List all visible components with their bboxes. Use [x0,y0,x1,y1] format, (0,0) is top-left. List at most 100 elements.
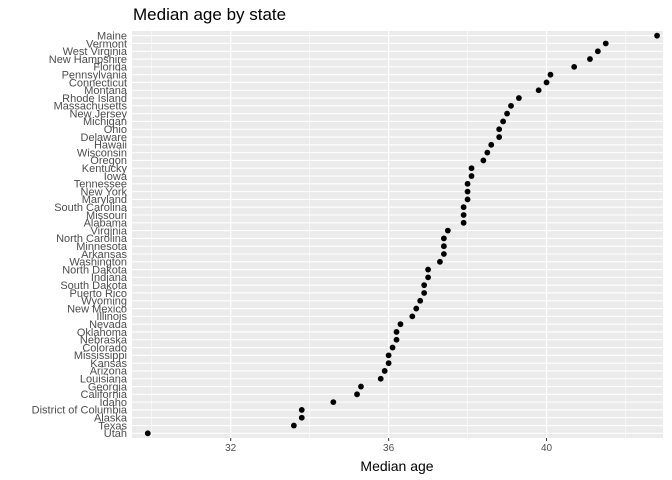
y-tick-label: Nebraska [80,335,128,347]
y-tick-label: Missouri [86,210,127,222]
data-point [515,95,522,101]
y-tick-label: New York [81,186,128,198]
y-tick-label: Kansas [90,358,127,370]
data-point [397,321,404,328]
y-tick-label: New Mexico [67,303,127,315]
data-point [460,204,467,211]
data-point [488,141,495,148]
y-tick-label: Tennessee [74,179,127,191]
y-tick-label: Arizona [90,366,128,378]
data-point [354,391,360,398]
data-point [421,282,428,289]
data-point [417,297,424,304]
data-point [440,243,447,250]
data-point [425,274,431,281]
data-point [444,227,451,234]
data-point [385,352,392,359]
y-tick-label: Wyoming [81,296,127,308]
y-tick-label: North Carolina [56,233,128,245]
data-point [464,188,471,195]
y-tick-label: District of Columbia [32,405,128,417]
data-point [298,407,305,413]
data-point [496,126,503,133]
y-tick-label: New Hampshire [49,54,127,66]
data-point [571,63,578,70]
data-point [437,258,443,265]
y-tick-label: Arkansas [81,249,127,261]
data-point [425,266,431,273]
y-tick-label: Massachusetts [54,101,128,113]
x-tick-label: 32 [225,443,237,454]
y-tick-label: Montana [84,85,128,97]
data-point [440,235,447,242]
y-tick-label: Louisiana [80,374,128,386]
y-tick-label: Illinois [96,311,127,323]
data-point [385,360,392,367]
data-point [413,305,420,312]
data-point [468,165,475,172]
data-point [393,329,400,335]
y-tick-label: Alaska [94,413,128,425]
data-point [504,110,510,117]
data-point [535,87,542,94]
data-point [543,79,550,86]
y-tick-label: Maine [97,30,127,42]
data-point [144,430,151,437]
y-tick-label: Kentucky [82,163,128,175]
data-point [389,344,396,351]
plot-panel [132,31,663,438]
y-tick-label: Rhode Island [62,93,127,105]
y-tick-label: Pennsylvania [62,69,128,81]
y-tick-label: Nevada [89,319,128,331]
y-tick-label: West Virginia [63,46,128,58]
data-point [377,375,384,382]
data-point [468,173,475,179]
y-tick-label: South Carolina [54,202,128,214]
major-gridlines [132,31,663,438]
data-point [547,71,554,78]
y-tick-label: South Dakota [60,280,128,292]
y-tick-label: Hawaii [94,140,127,152]
y-tick-label: Washington [69,257,127,269]
data-point [602,40,609,47]
y-tick-label: Wisconsin [77,147,127,159]
x-axis-tick-labels: 32 36 40 [225,438,553,454]
y-tick-label: Georgia [88,381,128,393]
data-point [421,290,428,296]
y-tick-label: Delaware [81,132,127,144]
minor-gridlines [151,31,626,438]
y-tick-label: New Jersey [70,108,128,120]
data-point [587,56,593,62]
y-tick-label: Indiana [91,272,128,284]
data-point [496,134,503,140]
y-tick-label: Oregon [90,155,127,167]
data-points [144,32,660,437]
data-point [381,368,388,374]
y-tick-label: Connecticut [69,77,127,89]
data-point [358,383,364,390]
x-tick-label: 36 [383,443,395,454]
data-point [409,313,416,320]
data-point [290,422,297,429]
data-point [460,219,467,226]
data-point [464,180,471,187]
data-point [393,336,400,343]
y-tick-label: Vermont [86,38,127,50]
y-tick-label: Idaho [99,397,127,409]
y-tick-label: Utah [104,428,127,440]
data-point [484,149,491,156]
y-tick-label: California [81,389,128,401]
y-tick-label: Minnesota [76,241,128,253]
data-point [440,251,447,257]
y-tick-label: Iowa [104,171,128,183]
data-point [654,32,660,39]
y-tick-label: Mississippi [74,350,127,362]
y-tick-label: Colorado [82,342,127,354]
x-tick-label: 40 [541,443,553,454]
y-tick-label: Virginia [91,225,128,237]
y-tick-label: Maryland [82,194,127,206]
data-point [500,118,507,125]
y-tick-label: Oklahoma [77,327,128,339]
